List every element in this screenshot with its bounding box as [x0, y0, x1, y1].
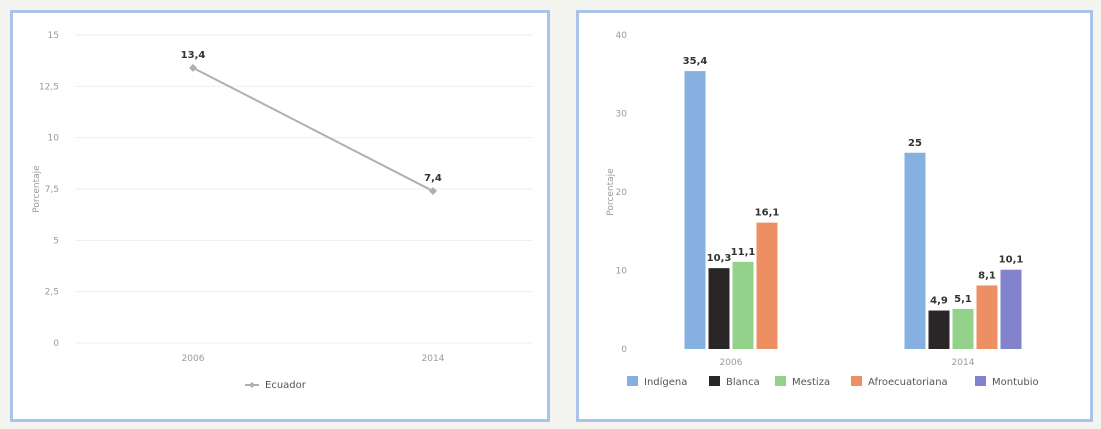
- legend-label-ecuador: Ecuador: [265, 380, 307, 391]
- y-tick-label: 10: [48, 134, 60, 144]
- bar-mestiza-2014: [952, 308, 974, 349]
- y-axis-title: Porcentaje: [606, 168, 616, 216]
- bar-chart: 0 10 20 30 40 Porcentaje 35,4 10,311,1 16,1 2006 2…: [606, 31, 1039, 388]
- x-tick-label: 2006: [720, 358, 743, 368]
- data-label: 13,4: [181, 50, 206, 61]
- x-tick-label: 2014: [422, 354, 445, 364]
- legend-swatch: [775, 376, 786, 386]
- data-point: [429, 187, 437, 196]
- y-tick-label: 30: [616, 110, 628, 120]
- data-label: 11,1: [731, 247, 756, 258]
- line-chart: 0 2,5 5 7,5 10 12,5 15 Porcentaje 2006 2014 13,4 7,…: [32, 31, 533, 391]
- legend-swatch: [709, 376, 720, 386]
- data-label: 25: [908, 138, 922, 149]
- y-tick-label: 12,5: [39, 82, 59, 92]
- bar-chart-panel: 0 10 20 30 40 Porcentaje 35,4 10,3 11,1 16,1 2006 2…: [576, 10, 1093, 422]
- bar-afroecuatoriana-2006: [756, 222, 778, 349]
- data-label: 7,4: [424, 173, 442, 184]
- series-line-ecuador: [192, 66, 434, 192]
- y-tick-label: 10: [616, 267, 628, 277]
- bar-montubio-2014: [1000, 269, 1022, 349]
- y-tick-label: 0: [621, 345, 627, 355]
- y-tick-label: 0: [53, 339, 59, 349]
- data-label: 10,1: [999, 255, 1024, 266]
- data-label: 10,3: [707, 253, 732, 264]
- data-point: [189, 63, 197, 72]
- y-tick-label: 2,5: [45, 288, 59, 298]
- line-chart-panel: 0 2,5 5 7,5 10 12,5 15 Porcentaje 2006 2014 13,4 7,…: [10, 10, 550, 422]
- y-tick-label: 40: [616, 31, 628, 41]
- legend-swatch: [851, 376, 862, 386]
- x-tick-label: 2014: [952, 358, 975, 368]
- legend-swatch: [975, 376, 986, 386]
- legend-label: Mestiza: [792, 377, 830, 388]
- data-label: 5,1: [954, 294, 972, 305]
- legend-swatch: [627, 376, 638, 386]
- bar-indgena-2014: [904, 152, 926, 349]
- data-label: 4,9: [930, 296, 948, 307]
- y-axis-title: Porcentaje: [32, 165, 42, 213]
- legend-marker: [249, 382, 255, 388]
- legend-label: Afroecuatoriana: [868, 377, 948, 388]
- bar-indgena-2006: [684, 71, 706, 350]
- legend-label: Indígena: [644, 376, 687, 388]
- y-tick-label: 15: [48, 31, 59, 41]
- data-label: 35,4: [683, 56, 708, 67]
- legend-label: Blanca: [726, 377, 760, 388]
- bar-blanca-2014: [928, 310, 950, 349]
- y-tick-label: 7,5: [45, 185, 59, 195]
- y-tick-label: 5: [53, 236, 59, 246]
- x-tick-label: 2006: [182, 354, 205, 364]
- bar-blanca-2006: [708, 268, 730, 349]
- bar-mestiza-2006: [732, 261, 754, 349]
- data-label: 8,1: [978, 270, 996, 281]
- legend-label: Montubio: [992, 377, 1039, 388]
- y-tick-label: 20: [616, 188, 628, 198]
- data-label: 16,1: [755, 208, 780, 219]
- bar-afroecuatoriana-2014: [976, 285, 998, 349]
